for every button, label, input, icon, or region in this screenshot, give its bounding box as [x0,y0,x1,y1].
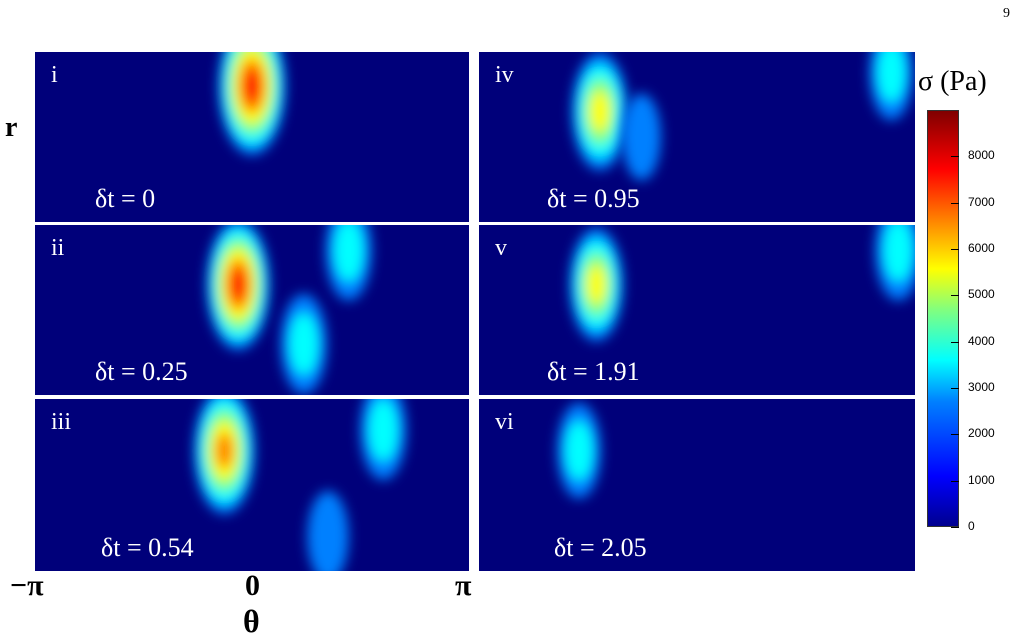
heatmap-panel-ii: ii δt = 0.25 [35,225,469,395]
heatmap-panel-vi: vi δt = 2.05 [479,399,915,571]
panel-label: iv [495,62,514,88]
colorbar-title: σ (Pa) [918,66,987,97]
x-tick-pi: π [455,569,472,602]
panel-label: ii [51,235,65,261]
colorbar-tick-label: 1000 [968,472,995,487]
colorbar-tick-mark [951,527,959,528]
colorbar-tick-mark [951,341,959,343]
stress-blob [875,225,915,301]
colorbar-tick-mark [951,480,959,482]
x-tick-zero: 0 [245,569,260,602]
stress-blob [557,402,601,499]
stress-blob [325,225,372,301]
stress-blob [360,399,407,480]
stress-blob [869,52,914,121]
heatmap-panel-iv: iv δt = 0.95 [479,52,915,222]
time-label: δt = 0.54 [101,533,194,562]
stress-blob [194,399,255,514]
y-axis-label: r [5,112,18,143]
x-tick-neg-pi: −π [10,569,44,602]
panel-label: iii [51,409,72,435]
time-label: δt = 0.25 [95,357,188,386]
stress-blob [307,491,349,571]
x-axis-label: θ [243,603,260,639]
time-label: δt = 0 [95,184,156,213]
stress-blob [206,225,270,351]
colorbar-tick-mark [951,249,959,250]
colorbar-tick-mark [951,156,959,158]
stress-blob [569,227,624,342]
stress-blob [280,294,327,394]
colorbar-tick-mark [951,434,959,436]
colorbar-tick-label: 2000 [968,426,995,441]
colorbar-tick-label: 3000 [968,380,995,394]
time-label: δt = 2.05 [554,533,647,562]
page-number: 9 [1003,6,1010,21]
stress-blob [622,93,661,181]
panel-label: vi [495,409,514,435]
colorbar-tick-label: 5000 [968,287,995,302]
colorbar-tick-label: 7000 [968,194,995,209]
colorbar-tick-mark [951,202,959,204]
heatmap-panel-i: i δt = 0 [35,52,469,222]
panel-label: v [495,235,507,261]
stress-blob [571,52,628,171]
colorbar-tick-label: 8000 [968,148,995,163]
colorbar-tick-label: 0 [968,519,975,533]
heatmap-panel-v: v δt = 1.91 [479,225,915,395]
colorbar [927,110,959,527]
colorbar-tick-label: 4000 [968,333,995,348]
colorbar-tick-label: 6000 [968,241,995,255]
colorbar-tick-mark [951,295,959,297]
colorbar-tick-mark [951,388,959,389]
panel-label: i [51,62,58,88]
stress-blob [218,52,286,156]
time-label: δt = 0.95 [547,184,640,213]
heatmap-panel-iii: iii δt = 0.54 [35,399,469,571]
time-label: δt = 1.91 [547,357,640,386]
